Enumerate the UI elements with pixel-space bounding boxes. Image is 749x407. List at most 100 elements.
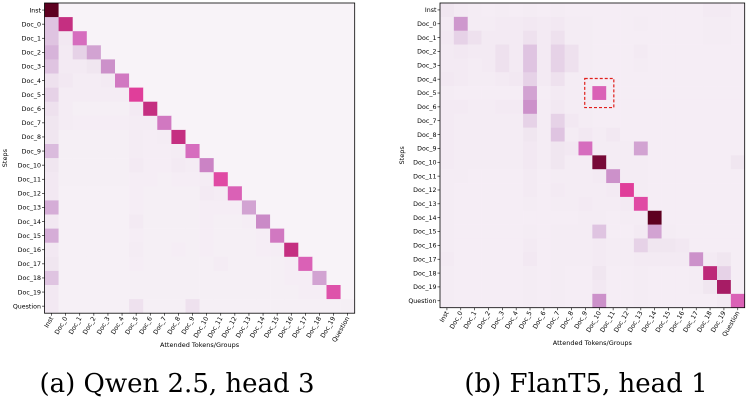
heatmap-cell <box>284 270 299 286</box>
heatmap-cell <box>256 256 271 272</box>
heatmap-cell <box>564 58 579 73</box>
heatmap-cell <box>620 16 635 31</box>
heatmap-cell <box>227 158 243 173</box>
heatmap-cell <box>199 256 214 272</box>
heatmap-cell <box>647 169 662 184</box>
heatmap-cell <box>157 270 172 286</box>
heatmap-cell <box>578 30 593 45</box>
heatmap-cell <box>115 17 130 32</box>
heatmap-cell <box>312 285 327 300</box>
heatmap-cell <box>44 115 59 131</box>
heatmap-cell <box>592 16 607 31</box>
heatmap-cell <box>689 99 704 115</box>
heatmap-cell <box>675 86 690 101</box>
heatmap-cell <box>312 73 327 88</box>
heatmap-cell <box>326 59 341 74</box>
heatmap-cell <box>312 17 327 32</box>
heatmap-cell <box>661 58 676 73</box>
heatmap-cell <box>213 101 229 117</box>
heatmap-cell <box>312 144 327 159</box>
heatmap-cell <box>326 256 341 272</box>
heatmap-cell <box>284 158 299 173</box>
heatmap-cell <box>523 3 538 18</box>
heatmap-cell <box>467 238 482 253</box>
heatmap-cell <box>689 183 704 198</box>
heatmap-cell <box>661 30 676 45</box>
heatmap-cell <box>675 30 690 45</box>
heatmap-cell <box>58 270 73 286</box>
heatmap-cell <box>509 155 524 170</box>
y-tick-label: Doc_17 <box>413 256 436 263</box>
heatmap-cell <box>606 3 621 18</box>
heatmap-cell <box>453 224 468 239</box>
heatmap-cell <box>143 115 158 131</box>
heatmap-cell <box>633 252 649 267</box>
heatmap-cell <box>129 3 144 18</box>
heatmap-cell <box>44 228 59 243</box>
heatmap-cell <box>440 127 455 142</box>
x-tick-label: Inst <box>439 310 451 324</box>
heatmap-cell <box>256 158 271 173</box>
heatmap-cell <box>213 129 229 145</box>
heatmap-cell <box>129 158 144 173</box>
heatmap-cell <box>620 169 635 184</box>
heatmap-cell <box>703 72 718 87</box>
heatmap-cell <box>453 252 468 267</box>
heatmap-cell <box>340 59 355 74</box>
heatmap-cell <box>58 45 73 60</box>
heatmap-cell <box>256 31 271 46</box>
heatmap-cell <box>241 73 257 88</box>
heatmap-cell <box>199 31 214 46</box>
heatmap-cell <box>213 73 229 88</box>
heatmap-cell <box>661 238 676 253</box>
heatmap-cell <box>481 99 496 115</box>
heatmap-cell <box>661 99 676 115</box>
heatmap-cell <box>703 196 718 212</box>
y-tick-label: Doc_5 <box>22 92 41 99</box>
heatmap-cell <box>86 158 102 173</box>
heatmap-cell <box>72 270 88 286</box>
heatmap-cell <box>453 3 468 18</box>
heatmap-cell <box>340 285 355 300</box>
heatmap-cell <box>564 72 579 87</box>
heatmap-cell <box>550 16 565 31</box>
heatmap-cell <box>647 30 662 45</box>
heatmap-cell <box>730 196 745 212</box>
heatmap-cell <box>72 3 88 18</box>
heatmap-cell <box>550 280 565 295</box>
heatmap-cell <box>115 256 130 272</box>
heatmap-cell <box>326 200 341 215</box>
heatmap-cell <box>44 299 59 314</box>
heatmap-cell <box>270 285 285 300</box>
heatmap-cell <box>213 17 229 32</box>
heatmap-cell <box>284 31 299 46</box>
heatmap-cell <box>689 155 704 170</box>
heatmap-cell <box>298 228 313 243</box>
heatmap-cell <box>44 144 59 159</box>
heatmap-cell <box>100 242 116 258</box>
heatmap-cell <box>326 87 341 102</box>
heatmap-cell <box>509 3 524 18</box>
heatmap-cell <box>495 224 510 239</box>
heatmap-cell <box>509 252 524 267</box>
heatmap-cell <box>44 87 59 102</box>
heatmap-cell <box>661 141 676 156</box>
y-tick-label: Doc_10 <box>413 159 436 166</box>
heatmap-cell <box>199 73 214 88</box>
heatmap-cell <box>523 210 538 225</box>
heatmap-cell <box>115 129 130 145</box>
heatmap-cell <box>675 293 690 308</box>
heatmap-cell <box>199 59 214 74</box>
heatmap-cell <box>241 242 257 258</box>
heatmap-cell <box>606 266 621 281</box>
heatmap-cell <box>453 127 468 142</box>
heatmap-cell <box>143 242 158 258</box>
heatmap-cell <box>171 256 186 272</box>
y-tick-label: Inst <box>29 7 41 14</box>
heatmap-cell <box>620 72 635 87</box>
heatmap-cell <box>312 101 327 117</box>
heatmap-cell <box>185 200 200 215</box>
heatmap-cell <box>509 224 524 239</box>
heatmap-cell <box>578 266 593 281</box>
heatmap-cell <box>440 196 455 212</box>
